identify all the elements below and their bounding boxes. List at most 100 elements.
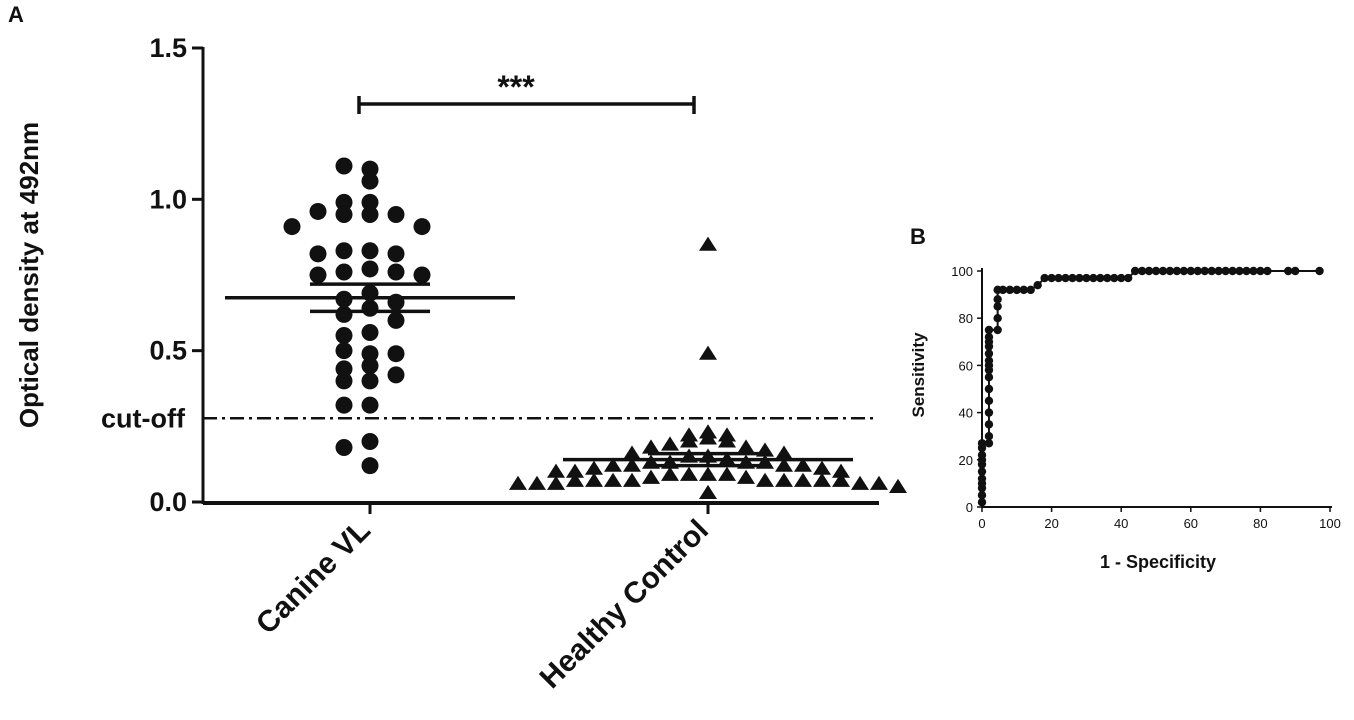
roc-curve-point	[1040, 273, 1049, 283]
panel-label-a: A	[8, 2, 24, 27]
healthy-control-point	[623, 472, 641, 487]
y-tick-label: 1.0	[149, 184, 187, 214]
roc-y-tick-label: 0	[966, 500, 973, 515]
canine-vl-point	[387, 366, 405, 384]
roc-curve-point	[993, 314, 1002, 323]
x-category-label: Canine VL	[250, 514, 377, 641]
healthy-control-point	[699, 236, 717, 251]
canine-vl-point	[361, 205, 379, 223]
panel-a-scatter-plot: Optical density at 492nm 0.0 0.5 1.0 1.5 Ca…	[14, 33, 907, 695]
roc-curve-point	[1075, 273, 1084, 283]
canine-vl-point	[361, 372, 379, 390]
roc-curve-point	[1110, 273, 1119, 283]
healthy-control-point	[699, 430, 717, 445]
healthy-control-point	[737, 469, 755, 484]
roc-curve-point	[1061, 273, 1070, 283]
canine-vl-point	[387, 263, 405, 281]
roc-curve-point	[1165, 266, 1175, 276]
roc-curve-point	[1207, 266, 1216, 276]
panel-b-roc-curve: Sensitivity 1 - Specificity 0 20 40 60 80 100…	[909, 264, 1341, 572]
canine-vl-point	[361, 396, 379, 414]
roc-curve-point	[1186, 266, 1196, 276]
canine-vl-point	[335, 305, 353, 323]
roc-curve-point	[1123, 273, 1133, 283]
significance-label: ***	[497, 69, 535, 105]
canine-vl-point	[283, 218, 301, 236]
roc-curve-point	[1019, 285, 1028, 295]
roc-y-tick-label: 40	[959, 406, 973, 421]
roc-curve-point	[984, 325, 994, 335]
roc-curve-point	[1221, 266, 1230, 276]
roc-curve-point	[1214, 266, 1223, 276]
roc-x-tick-label: 100	[1319, 516, 1341, 531]
canine-vl-point	[387, 245, 405, 263]
y-tick-label: 0.0	[149, 487, 187, 517]
healthy-control-point	[775, 472, 793, 487]
y-tick-label: 1.5	[149, 33, 187, 63]
canine-vl-point	[361, 193, 379, 211]
canine-vl-point	[335, 327, 353, 345]
roc-curve-point	[993, 295, 1002, 304]
roc-curve-point	[984, 384, 994, 394]
canine-vl-point	[361, 160, 379, 178]
roc-curve-point	[1193, 266, 1202, 276]
roc-curve-point	[1291, 266, 1300, 276]
healthy-control-point	[775, 457, 793, 472]
canine-vl-point	[335, 439, 353, 457]
roc-curve-point	[1172, 266, 1182, 276]
healthy-control-point	[699, 466, 717, 481]
roc-curve-point	[1235, 266, 1244, 276]
healthy-control-point	[585, 472, 603, 487]
healthy-control-point	[661, 466, 679, 481]
roc-y-tick-label: 100	[951, 264, 973, 279]
roc-curve-point	[1144, 266, 1154, 276]
roc-x-tick-label: 0	[978, 516, 985, 531]
roc-curve-point	[998, 285, 1008, 295]
roc-curve-point	[1117, 273, 1126, 283]
roc-y-axis-label: Sensitivity	[909, 332, 928, 418]
healthy-control-point	[661, 436, 679, 451]
healthy-control-point	[832, 463, 850, 478]
roc-y-tick-label: 80	[959, 311, 973, 326]
canine-vl-point	[309, 202, 327, 220]
roc-curve-point	[1179, 266, 1189, 276]
roc-curve-point	[1089, 273, 1098, 283]
roc-curve-point	[1200, 266, 1209, 276]
canine-vl-point	[387, 311, 405, 329]
roc-x-tick-label: 20	[1044, 516, 1058, 531]
healthy-control-point	[547, 475, 565, 490]
roc-curve-point	[984, 439, 994, 448]
healthy-control-point	[775, 445, 793, 460]
roc-curve-point	[977, 491, 987, 500]
healthy-control-point	[585, 460, 603, 475]
canine-vl-point	[361, 324, 379, 342]
canine-vl-point	[335, 193, 353, 211]
roc-curve-point	[1012, 285, 1021, 295]
canine-vl-point	[309, 266, 327, 284]
healthy-control-point	[813, 460, 831, 475]
roc-curve-point	[1284, 266, 1293, 276]
roc-curve-point	[977, 498, 987, 507]
roc-curve-point	[993, 302, 1002, 311]
roc-curve-point	[984, 356, 994, 365]
roc-curve-point	[1005, 285, 1015, 295]
canine-vl-point	[361, 432, 379, 450]
cutoff-label: cut-off	[101, 403, 186, 433]
roc-curve-point	[1068, 273, 1077, 283]
canine-vl-point	[309, 245, 327, 263]
healthy-control-point	[832, 472, 850, 487]
roc-curve-point	[1158, 266, 1168, 276]
roc-curve-point	[1242, 266, 1251, 276]
canine-vl-point	[387, 205, 405, 223]
roc-y-tick-label: 20	[959, 453, 973, 468]
canine-vl-point	[361, 172, 379, 190]
y-axis-label: Optical density at 492nm	[14, 122, 44, 428]
roc-curve-point	[984, 332, 994, 342]
healthy-control-point	[870, 475, 888, 490]
healthy-control-point	[699, 345, 717, 360]
roc-x-tick-label: 80	[1253, 516, 1267, 531]
healthy-control-point	[794, 472, 812, 487]
canine-vl-point	[335, 263, 353, 281]
roc-curve-point	[1082, 273, 1091, 283]
